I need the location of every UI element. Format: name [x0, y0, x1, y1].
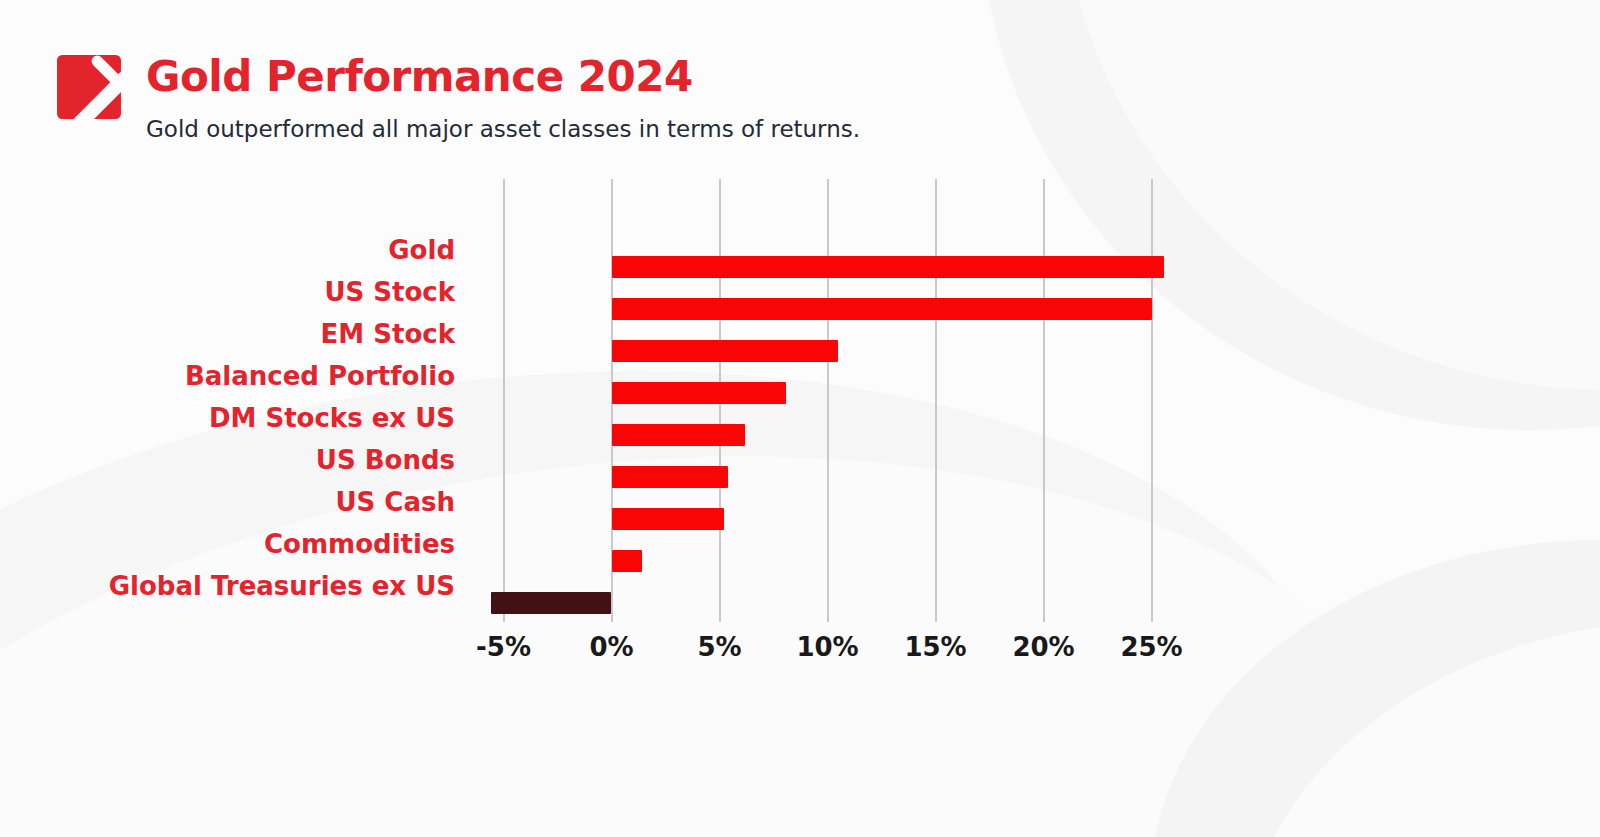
category-label: Global Treasuries ex US — [109, 571, 455, 601]
x-axis-tick-label: 25% — [1120, 632, 1182, 662]
bar-us-cash — [612, 508, 724, 530]
x-axis-tick-label: 10% — [796, 632, 858, 662]
category-label: US Bonds — [316, 445, 455, 475]
x-axis-tick-label: 5% — [697, 632, 741, 662]
category-label: DM Stocks ex US — [209, 403, 455, 433]
bar-commodities — [612, 550, 642, 572]
bar-dm-stocks-ex-us — [612, 424, 746, 446]
bar-chart: -5% 0% 5% 10% 15% 20% 25% Gold US Stock EM Stock B… — [0, 0, 1600, 837]
x-axis-tick-label: -5% — [476, 632, 531, 662]
gridline-10% — [827, 179, 829, 622]
category-label: Commodities — [264, 529, 455, 559]
category-label: Gold — [388, 235, 455, 265]
bar-em-stock — [612, 340, 839, 362]
bar-gold — [612, 256, 1165, 278]
category-label: US Cash — [335, 487, 455, 517]
gridline--5% — [503, 179, 505, 622]
gridline-15% — [935, 179, 937, 622]
x-axis-tick-label: 20% — [1012, 632, 1074, 662]
category-label: US Stock — [324, 277, 455, 307]
x-axis-tick-label: 0% — [589, 632, 633, 662]
x-axis-tick-label: 15% — [904, 632, 966, 662]
bar-global-treasuries-ex-us — [491, 592, 612, 614]
gridline-20% — [1043, 179, 1045, 622]
bar-balanced-portfolio — [612, 382, 787, 404]
category-label: EM Stock — [321, 319, 455, 349]
bar-us-bonds — [612, 466, 729, 488]
bar-us-stock — [612, 298, 1152, 320]
gridline-25% — [1151, 179, 1153, 622]
category-label: Balanced Portfolio — [185, 361, 455, 391]
